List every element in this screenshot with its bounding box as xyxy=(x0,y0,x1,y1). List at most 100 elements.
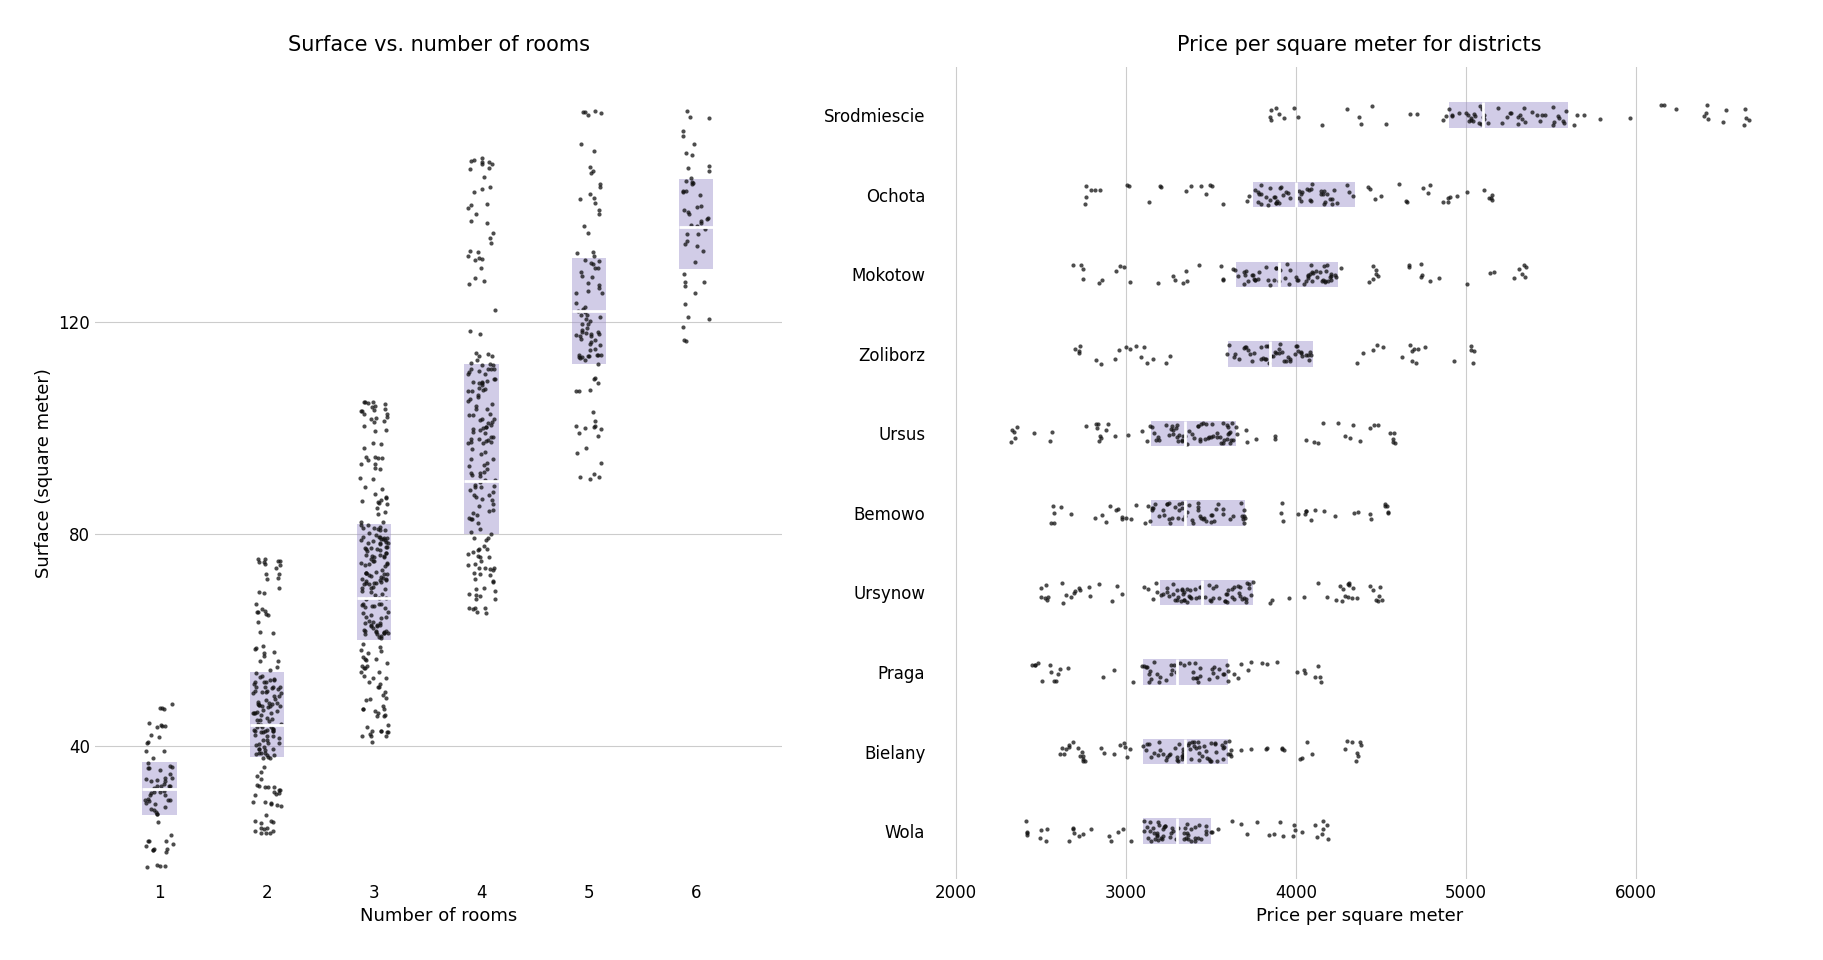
Point xyxy=(1152,750,1181,765)
Point xyxy=(259,722,288,737)
Point xyxy=(142,779,171,794)
Point xyxy=(467,377,496,393)
Point xyxy=(1076,182,1105,198)
Point xyxy=(1375,425,1404,441)
Point xyxy=(1114,274,1143,289)
Point xyxy=(1227,590,1256,606)
Point xyxy=(1285,345,1314,360)
Point xyxy=(999,424,1028,440)
Point xyxy=(1296,193,1325,208)
Point xyxy=(155,757,184,773)
Point xyxy=(1551,104,1581,119)
Point xyxy=(146,858,175,874)
Point xyxy=(1159,740,1189,756)
Point xyxy=(1079,510,1108,525)
Point xyxy=(1174,588,1203,604)
Point xyxy=(361,411,390,426)
Point xyxy=(1209,501,1238,516)
Point xyxy=(1196,417,1225,432)
Point xyxy=(246,821,275,836)
Point xyxy=(1045,661,1074,677)
Point xyxy=(1650,98,1679,113)
Point xyxy=(478,574,507,589)
Point xyxy=(366,587,396,602)
Point xyxy=(346,556,376,571)
Point xyxy=(1334,430,1364,445)
Point xyxy=(1282,272,1311,287)
Point xyxy=(1331,428,1360,444)
Point xyxy=(370,522,399,538)
Point xyxy=(572,283,602,299)
Point xyxy=(241,746,270,761)
Point xyxy=(346,533,376,548)
Point xyxy=(569,105,598,120)
Point xyxy=(374,718,403,733)
Point xyxy=(1280,338,1309,353)
Point xyxy=(1196,515,1225,530)
Point xyxy=(1282,507,1311,522)
Point xyxy=(1201,430,1231,445)
Point xyxy=(359,549,388,564)
Point xyxy=(1198,581,1227,596)
Point xyxy=(1296,512,1325,527)
Point xyxy=(1163,433,1192,448)
Point xyxy=(1134,195,1163,210)
Point xyxy=(350,660,379,676)
Point xyxy=(454,458,483,473)
Point xyxy=(671,333,700,348)
Point xyxy=(1293,270,1322,285)
Point xyxy=(1169,744,1198,759)
Point xyxy=(1294,266,1323,281)
Point xyxy=(1209,416,1238,431)
Point xyxy=(1415,178,1444,193)
Point xyxy=(133,833,162,849)
Point xyxy=(1262,654,1291,669)
Point xyxy=(1231,594,1260,610)
Point xyxy=(1458,107,1488,122)
Point xyxy=(252,710,281,726)
Point xyxy=(459,152,489,167)
Point xyxy=(1344,108,1373,124)
Point xyxy=(1282,339,1311,354)
Point xyxy=(244,741,273,756)
Point xyxy=(469,382,498,397)
Point xyxy=(1121,497,1150,513)
Point xyxy=(359,614,388,630)
Point xyxy=(1138,426,1167,442)
Point xyxy=(1212,663,1241,679)
Point xyxy=(352,719,381,734)
Point xyxy=(1185,580,1214,595)
Point xyxy=(242,680,272,695)
Point xyxy=(1192,750,1221,765)
Point xyxy=(1502,116,1531,132)
Point xyxy=(1548,113,1577,129)
Point xyxy=(359,598,388,613)
Point xyxy=(1085,577,1114,592)
Point xyxy=(252,679,281,694)
Point xyxy=(1214,733,1243,749)
Point xyxy=(1143,832,1172,848)
Point xyxy=(1258,190,1287,205)
Point xyxy=(1274,351,1303,367)
Point xyxy=(465,422,494,438)
Point xyxy=(454,587,483,602)
Point xyxy=(372,604,401,619)
Point xyxy=(456,324,485,339)
Point xyxy=(1163,510,1192,525)
Point xyxy=(1231,340,1260,355)
Point xyxy=(257,814,286,829)
Bar xyxy=(1143,818,1176,844)
Point xyxy=(133,756,162,771)
Point xyxy=(1012,813,1041,828)
Point xyxy=(252,674,281,689)
Point xyxy=(1384,177,1413,192)
Point xyxy=(467,156,496,172)
Point xyxy=(1183,753,1212,768)
Point xyxy=(456,465,485,480)
Point xyxy=(348,529,377,544)
Point xyxy=(1313,273,1342,288)
Point xyxy=(1037,424,1066,440)
Point xyxy=(1065,583,1094,598)
Point xyxy=(259,724,288,739)
Point xyxy=(359,520,388,536)
